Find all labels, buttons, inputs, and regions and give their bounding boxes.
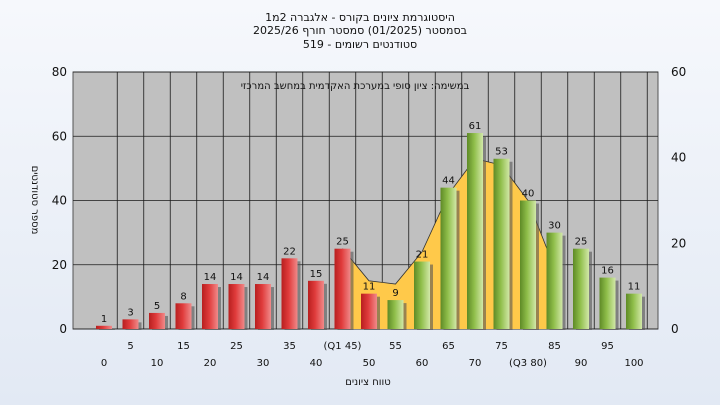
y2-tick-label: 60 bbox=[671, 65, 686, 79]
bar-value-label: 14 bbox=[204, 272, 217, 283]
bar bbox=[255, 284, 271, 329]
x-tick-label: 35 bbox=[283, 341, 296, 352]
y2-tick-label: 20 bbox=[671, 236, 686, 250]
bar bbox=[122, 319, 139, 329]
chart-title-line-2: בסמסטר (01/2025) סמסטר חורף 2025/26 bbox=[253, 24, 467, 37]
bar-value-label: 14 bbox=[230, 272, 243, 283]
x-tick-label: 15 bbox=[177, 341, 190, 352]
bar-value-label: 1 bbox=[101, 314, 107, 325]
bar-value-label: 15 bbox=[310, 269, 323, 280]
bar bbox=[467, 133, 483, 329]
chart-title-line-3: 519 - סטודנטים רשומים bbox=[302, 38, 418, 51]
x-tick-label: (Q1 45) bbox=[324, 341, 362, 352]
x-tick-label: 30 bbox=[257, 358, 270, 369]
y-tick-label: 0 bbox=[59, 322, 67, 336]
x-tick-label: (Q3 80) bbox=[509, 358, 547, 369]
bar bbox=[281, 258, 298, 329]
bar bbox=[493, 158, 510, 329]
x-tick-label: 90 bbox=[575, 358, 588, 369]
bar-value-label: 21 bbox=[416, 250, 429, 261]
x-tick-label: 10 bbox=[151, 358, 164, 369]
annotation-text: במשימה: ציון סופי במערכת האקדמית במחשב ה… bbox=[241, 81, 470, 92]
x-tick-label: 95 bbox=[601, 341, 614, 352]
bar bbox=[546, 232, 563, 329]
bar-value-label: 9 bbox=[392, 288, 398, 299]
bar bbox=[440, 187, 457, 329]
y2-tick-label: 40 bbox=[671, 151, 686, 165]
x-tick-label: 40 bbox=[310, 358, 323, 369]
bar-value-label: 30 bbox=[548, 221, 561, 232]
bar-value-label: 25 bbox=[336, 237, 349, 248]
bar bbox=[387, 300, 404, 329]
bar-value-label: 14 bbox=[257, 272, 270, 283]
bar-value-label: 22 bbox=[283, 246, 296, 257]
x-tick-label: 65 bbox=[442, 341, 455, 352]
bar bbox=[175, 303, 192, 329]
y-tick-label: 20 bbox=[52, 258, 67, 272]
bar bbox=[149, 312, 165, 329]
bar-value-label: 11 bbox=[363, 282, 376, 293]
bar bbox=[520, 200, 536, 329]
y-tick-label: 80 bbox=[52, 65, 67, 79]
x-tick-label: 75 bbox=[495, 341, 508, 352]
bar-value-label: 11 bbox=[628, 282, 641, 293]
x-tick-label: 20 bbox=[204, 358, 217, 369]
bar-value-label: 16 bbox=[601, 266, 614, 277]
bar bbox=[599, 277, 616, 329]
bar-value-label: 61 bbox=[469, 121, 482, 132]
y-axis-label: מספר סטודנטים bbox=[29, 166, 40, 235]
bar bbox=[202, 284, 218, 329]
bar-value-label: 53 bbox=[495, 147, 508, 158]
bar-value-label: 8 bbox=[180, 291, 186, 302]
bar bbox=[414, 261, 430, 329]
chart-title-line-1: היסטוגרמת ציונים בקורס - אלגברה 2מ1 bbox=[265, 11, 455, 24]
bar bbox=[228, 284, 245, 329]
bar-value-label: 5 bbox=[154, 301, 160, 312]
bar bbox=[626, 293, 642, 329]
bar-shadow bbox=[99, 328, 115, 330]
x-tick-label: 5 bbox=[127, 341, 133, 352]
y-tick-label: 40 bbox=[52, 194, 67, 208]
y2-tick-label: 0 bbox=[671, 322, 679, 336]
bar bbox=[334, 248, 351, 329]
x-tick-label: 85 bbox=[548, 341, 561, 352]
bar bbox=[573, 248, 589, 329]
bar bbox=[361, 293, 377, 329]
x-tick-label: 70 bbox=[469, 358, 482, 369]
x-axis-label: טווח ציונים bbox=[345, 377, 390, 388]
x-tick-label: 25 bbox=[230, 341, 243, 352]
x-tick-label: 0 bbox=[101, 358, 107, 369]
y-tick-label: 60 bbox=[52, 129, 67, 143]
bar-value-label: 25 bbox=[575, 237, 588, 248]
bar-value-label: 3 bbox=[127, 307, 133, 318]
x-tick-label: 100 bbox=[624, 358, 643, 369]
x-tick-label: 60 bbox=[416, 358, 429, 369]
bar bbox=[308, 280, 324, 329]
bar bbox=[96, 325, 112, 329]
bar-value-label: 44 bbox=[442, 176, 455, 187]
bar-value-label: 40 bbox=[522, 189, 535, 200]
x-tick-label: 55 bbox=[389, 341, 402, 352]
x-tick-label: 50 bbox=[363, 358, 376, 369]
